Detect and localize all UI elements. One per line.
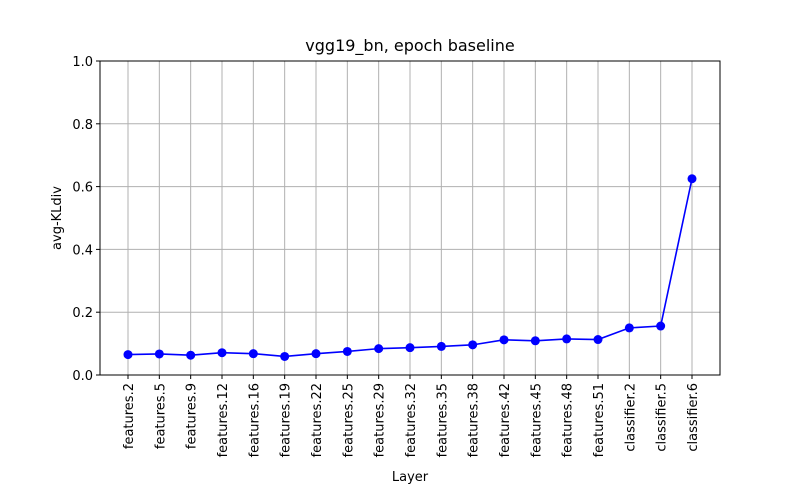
x-tick-label: features.9 <box>185 383 200 449</box>
x-tick-label: features.19 <box>279 383 294 457</box>
y-tick-label: 0.2 <box>72 306 93 321</box>
data-point <box>624 323 634 333</box>
x-tick-label: features.16 <box>247 383 262 457</box>
x-tick-label: features.29 <box>373 383 388 457</box>
data-point <box>593 335 603 345</box>
data-point <box>530 336 540 346</box>
data-point <box>405 343 415 353</box>
data-point <box>248 349 258 359</box>
data-point <box>687 174 697 184</box>
data-point <box>436 341 446 351</box>
data-point <box>468 340 478 350</box>
x-tick-label: features.48 <box>561 383 576 457</box>
x-tick-label: features.42 <box>498 383 513 457</box>
data-point <box>217 348 227 358</box>
data-point <box>311 349 321 359</box>
x-tick-label: features.45 <box>529 383 544 457</box>
x-tick-label: features.22 <box>310 383 325 457</box>
chart-title: vgg19_bn, epoch baseline <box>305 36 514 56</box>
data-point <box>280 351 290 361</box>
data-point <box>562 334 572 344</box>
x-tick-label: features.12 <box>216 383 231 457</box>
y-tick-label: 0.8 <box>72 118 93 133</box>
data-point <box>374 344 384 354</box>
y-axis-label: avg-KLdiv <box>50 186 65 250</box>
y-tick-label: 0.4 <box>72 243 93 258</box>
series-layer <box>123 174 697 361</box>
data-point <box>154 349 164 359</box>
y-tick-label: 0.0 <box>72 369 93 384</box>
data-point <box>342 346 352 356</box>
x-tick-label: features.5 <box>153 383 168 449</box>
x-tick-label: features.32 <box>404 383 419 457</box>
x-tick-label: classifier.2 <box>623 383 638 452</box>
x-tick-label: features.2 <box>122 383 137 449</box>
data-point <box>499 335 509 345</box>
x-tick-label: features.35 <box>435 383 450 457</box>
y-tick-label: 0.6 <box>72 181 93 196</box>
data-point <box>123 350 133 360</box>
x-tick-label: classifier.5 <box>655 383 670 452</box>
x-tick-label: features.38 <box>467 383 482 457</box>
x-tick-label: classifier.6 <box>686 383 701 452</box>
x-tick-label: features.51 <box>592 383 607 457</box>
x-axis-label: Layer <box>392 470 429 485</box>
y-tick-label: 1.0 <box>72 55 93 70</box>
data-point <box>656 321 666 331</box>
data-point <box>186 350 196 360</box>
x-tick-label: features.25 <box>341 383 356 457</box>
axis-layer: features.2 features.5 features.9 features.1… <box>72 55 701 457</box>
